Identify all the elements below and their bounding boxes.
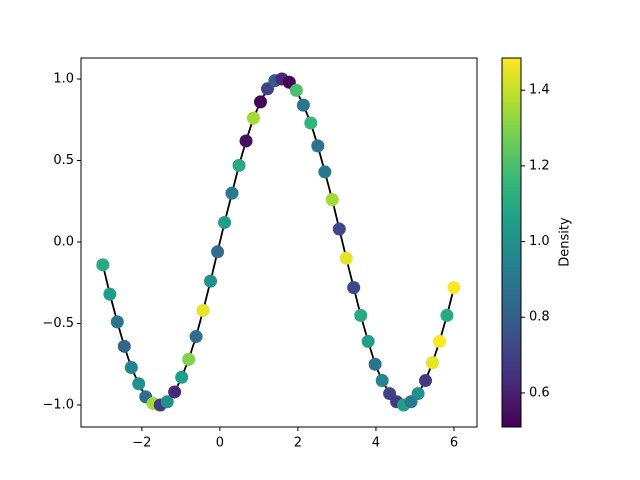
x-tick-label: 0	[216, 436, 224, 451]
marker	[375, 374, 389, 388]
marker	[246, 111, 260, 125]
colorbar-tick-label: 0.6	[529, 385, 550, 400]
colorbar-tick-label: 1.4	[529, 83, 550, 98]
marker	[168, 385, 182, 399]
x-tick-label: 4	[372, 436, 380, 451]
plot-frame	[80, 57, 478, 428]
marker	[354, 308, 368, 322]
marker	[175, 370, 189, 384]
colorbar	[502, 58, 521, 427]
marker	[440, 308, 454, 322]
marker	[218, 215, 232, 229]
marker	[332, 222, 346, 236]
y-tick-label: 0.0	[53, 235, 74, 250]
marker	[110, 315, 124, 329]
marker	[225, 186, 239, 200]
marker	[132, 377, 146, 391]
marker	[339, 251, 353, 265]
marker	[182, 352, 196, 366]
y-tick-label: 1.0	[53, 72, 74, 87]
marker	[189, 330, 203, 344]
marker	[419, 374, 433, 388]
marker	[96, 258, 110, 272]
marker	[117, 339, 131, 353]
marker	[433, 334, 447, 348]
marker	[347, 281, 361, 295]
colorbar-label: Density	[558, 217, 573, 267]
x-tick-label: −2	[132, 436, 151, 451]
marker	[232, 158, 246, 172]
y-tick-label: −0.5	[42, 316, 74, 331]
marker	[368, 357, 382, 371]
x-tick-label: 2	[294, 436, 302, 451]
marker	[204, 274, 218, 288]
marker	[296, 98, 310, 112]
marker	[311, 139, 325, 153]
marker	[304, 116, 318, 130]
marker	[411, 387, 425, 401]
y-tick-label: 0.5	[53, 153, 74, 168]
line	[101, 78, 455, 406]
marker	[239, 134, 253, 148]
marker	[124, 361, 138, 375]
marker	[211, 245, 225, 259]
marker	[426, 356, 440, 370]
marker	[160, 395, 174, 409]
colorbar-frame	[501, 57, 522, 428]
marker	[318, 165, 332, 179]
x-tick-label: 6	[450, 436, 458, 451]
marker	[325, 193, 339, 207]
marker	[103, 287, 117, 301]
marker	[253, 95, 267, 109]
marker	[196, 303, 210, 317]
colorbar-tick-label: 0.8	[529, 310, 550, 325]
marker	[289, 83, 303, 97]
marker	[447, 281, 461, 295]
marker	[361, 334, 375, 348]
colorbar-tick-label: 1.0	[529, 234, 550, 249]
y-tick-label: −1.0	[42, 397, 74, 412]
colorbar-tick-label: 1.2	[529, 158, 550, 173]
